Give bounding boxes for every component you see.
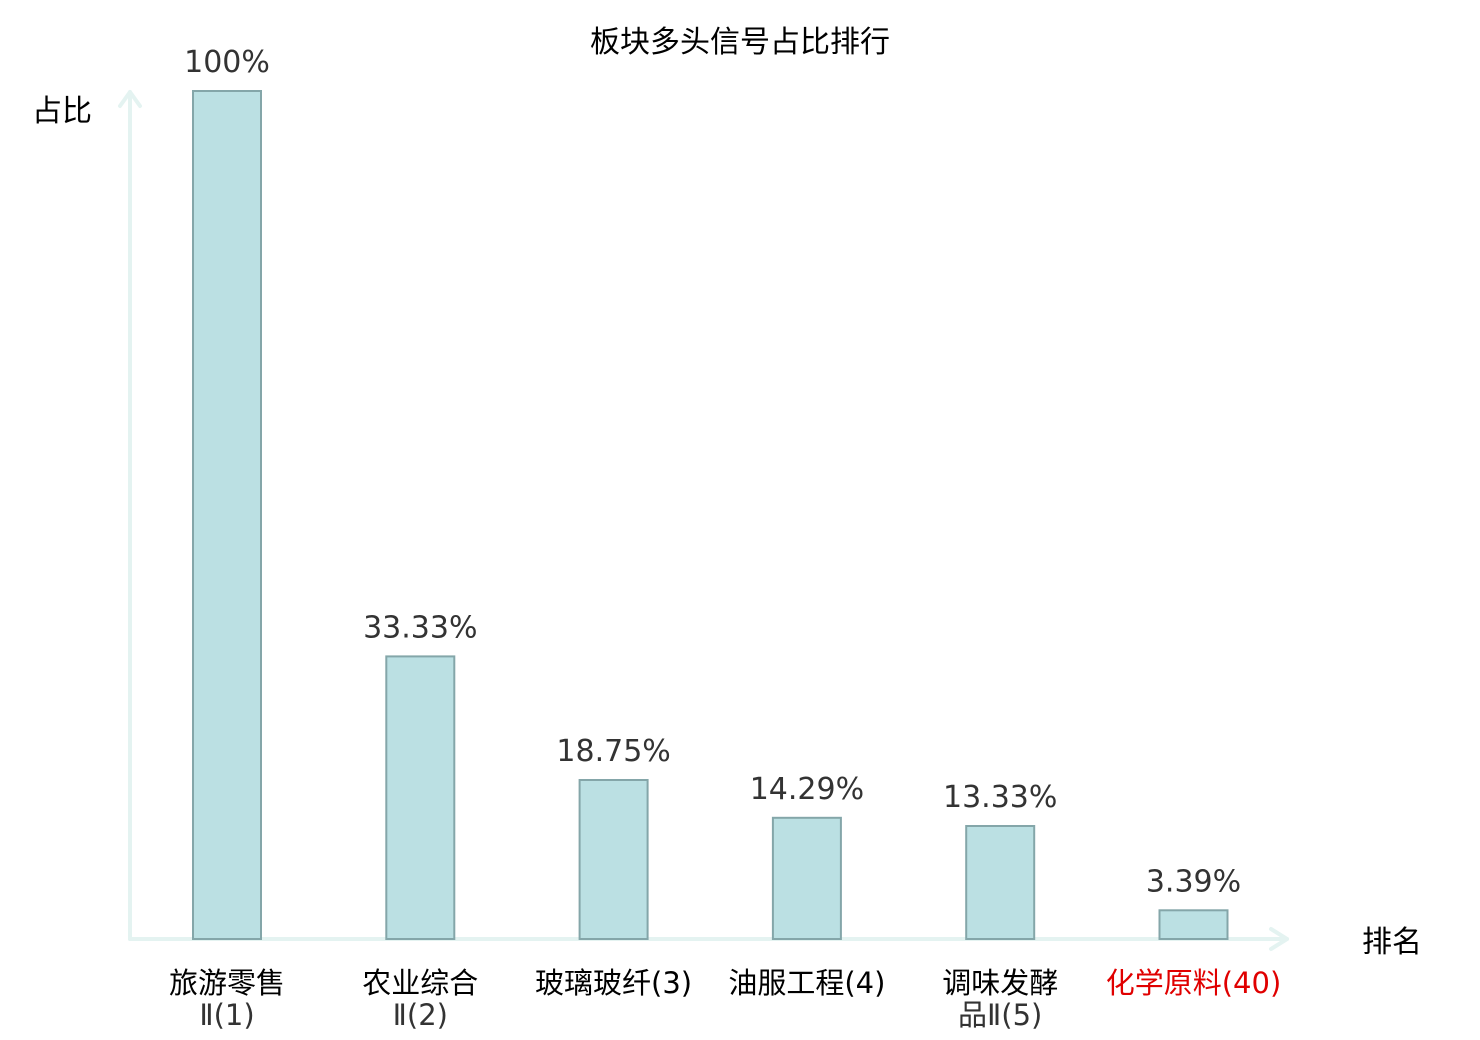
- category-label: 玻璃玻纤(3): [535, 966, 692, 1000]
- value-labels-group: 100% 33.33% 18.75% 14.29% 13.33% 3.39%: [184, 45, 1241, 899]
- category-label: 调味发酵: [942, 966, 1058, 1000]
- value-label: 100%: [184, 45, 270, 80]
- chart-title: 板块多头信号占比排行: [590, 25, 890, 60]
- category-label: 化学原料(40): [1106, 966, 1282, 1000]
- value-label: 33.33%: [363, 610, 477, 645]
- category-label: 农业综合: [362, 966, 478, 1000]
- bar: [965, 825, 1036, 940]
- bar: [385, 655, 456, 941]
- value-label: 18.75%: [556, 734, 670, 769]
- x-axis-label: 排名: [1362, 925, 1422, 960]
- value-label: 3.39%: [1146, 864, 1241, 899]
- category-label: 旅游零售: [169, 966, 285, 1000]
- category-label: 油服工程(4): [728, 966, 885, 1000]
- category-label: Ⅱ(1): [199, 998, 254, 1032]
- bar: [192, 90, 262, 940]
- y-axis-arrow-icon: [118, 90, 142, 108]
- bar: [1158, 909, 1229, 940]
- bar: [578, 779, 649, 940]
- value-label: 13.33%: [943, 780, 1057, 815]
- bar: [771, 816, 842, 940]
- category-label: Ⅱ(2): [393, 998, 448, 1032]
- bars-group: [192, 90, 1229, 941]
- value-label: 14.29%: [750, 772, 864, 807]
- category-label: 品Ⅱ(5): [958, 998, 1042, 1032]
- x-axis-arrow-icon: [1269, 927, 1289, 951]
- y-axis-label: 占比: [32, 94, 92, 129]
